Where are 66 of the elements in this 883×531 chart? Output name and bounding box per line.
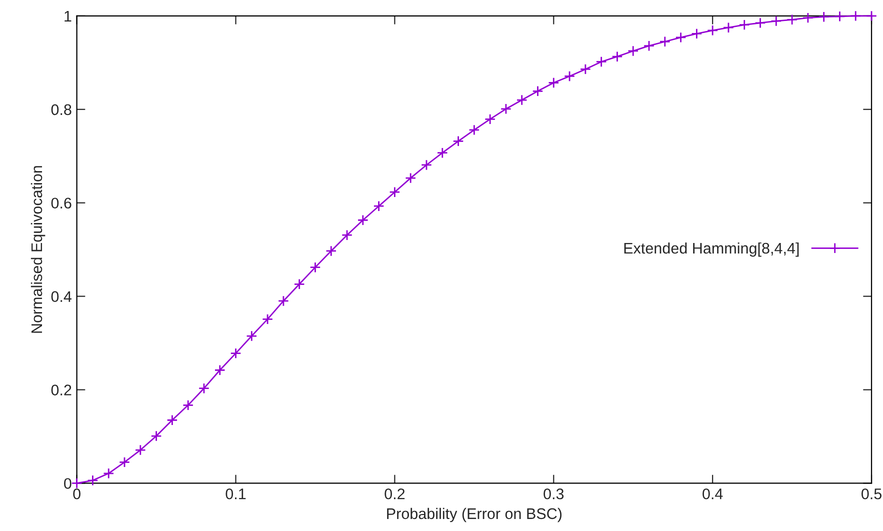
point: [405, 172, 416, 184]
point: [294, 278, 305, 290]
point: [246, 330, 258, 342]
point: [357, 214, 368, 226]
point: [643, 40, 655, 52]
point: [134, 444, 146, 456]
y-tick-label: 0.6: [51, 198, 72, 209]
point: [166, 414, 178, 426]
y-tick-label: 0.4: [51, 291, 72, 302]
point: [373, 200, 384, 212]
point: [754, 17, 766, 28]
point: [580, 64, 591, 75]
point: [866, 10, 878, 22]
point: [548, 77, 560, 88]
point: [87, 474, 98, 486]
point: [341, 230, 353, 241]
point: [596, 56, 607, 68]
y-tick-label: 1: [64, 10, 72, 22]
point: [532, 86, 544, 97]
point: [452, 136, 464, 147]
point: [230, 348, 242, 359]
point: [659, 36, 670, 48]
x-tick-label: 0.5: [862, 488, 882, 500]
point: [420, 159, 432, 171]
x-tick-label: 0.1: [226, 488, 246, 500]
point: [707, 24, 718, 36]
y-tick-label: 0: [64, 478, 72, 489]
point: [198, 382, 210, 394]
point: [326, 245, 337, 257]
point: [262, 314, 274, 325]
point: [612, 51, 623, 62]
point: [564, 70, 576, 82]
point: [182, 400, 194, 411]
point: [691, 28, 702, 40]
point: [468, 124, 480, 136]
point: [118, 456, 130, 468]
point: [786, 14, 798, 26]
y-tick-label: 0.8: [51, 104, 72, 116]
point: [818, 11, 830, 22]
point: [278, 295, 289, 307]
point: [738, 19, 750, 30]
point: [675, 32, 686, 43]
point: [310, 262, 321, 273]
point: [516, 94, 528, 106]
x-tick-label: 0: [73, 488, 80, 500]
x-tick-label: 0.3: [544, 488, 564, 500]
x-axis-title: Probability (Error on BSC): [387, 508, 562, 522]
x-tick-label: 0.4: [702, 488, 723, 500]
legend-label: Extended Hamming[8,4,4]: [624, 242, 799, 257]
y-axis-title: Normalised Equivocation: [30, 166, 46, 333]
y-tick-label: 0.2: [51, 384, 72, 396]
point: [722, 22, 734, 34]
point: [850, 10, 862, 22]
point: [628, 45, 639, 57]
point: [770, 16, 782, 27]
point: [500, 103, 512, 114]
point: [802, 12, 814, 24]
point: [484, 114, 496, 125]
x-tick-label: 0.2: [384, 488, 405, 500]
point: [214, 364, 226, 376]
point: [150, 430, 162, 442]
point: [834, 10, 846, 22]
point: [71, 478, 82, 489]
point: [389, 186, 400, 198]
point: [436, 147, 448, 158]
point: [103, 468, 114, 479]
